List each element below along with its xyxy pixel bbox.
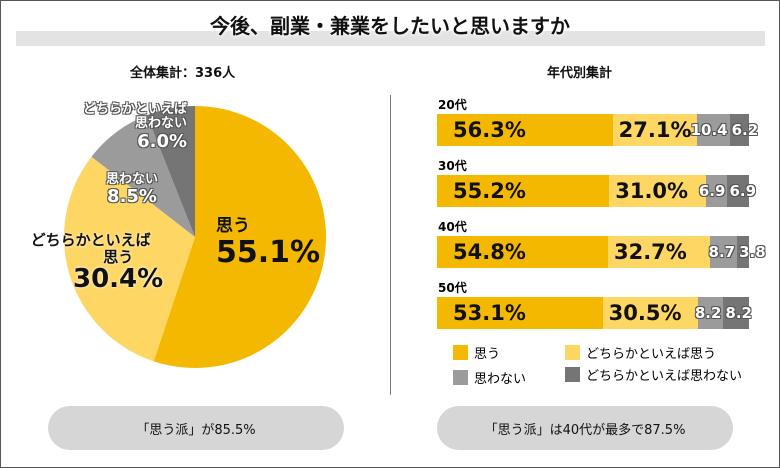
age-label: 30代: [438, 159, 467, 173]
bar-value-label: 3.8: [739, 243, 766, 261]
legend-omou: 思う: [453, 343, 500, 362]
label-name: 思う: [103, 247, 134, 266]
bar-value-label: 53.1%: [453, 301, 526, 325]
label-name: どちらかといえば: [30, 231, 151, 249]
bar-segment: 8.7: [708, 236, 738, 268]
bar-title: 年代別集計: [547, 66, 613, 81]
bar-value-label: 54.8%: [453, 240, 526, 264]
bar-segment: 10.4: [691, 114, 730, 146]
bar-segment: 31.0%: [609, 175, 706, 207]
label-name: 思う: [216, 216, 250, 236]
legend-swatch: [565, 367, 580, 382]
label-value: 55.1%: [216, 234, 321, 270]
pie-label-omou: 思う 55.1%: [216, 217, 320, 269]
pie-chart: [64, 106, 326, 368]
legend-swatch: [453, 370, 468, 385]
legend-swatch: [565, 345, 580, 360]
bar-segment: 56.3%: [437, 114, 613, 146]
bar-segment: 53.1%: [437, 297, 603, 329]
page-title: 今後、副業・兼業をしたいと思いますか: [210, 14, 570, 38]
bar-value-label: 8.2: [725, 304, 752, 322]
legend-dochira-omou: どちらかといえば思う: [565, 343, 716, 362]
pie-label-dochira-omowanai: どちらかといえば 思わない 6.0%: [62, 102, 187, 152]
bar-value-label: 27.1%: [618, 118, 692, 142]
bar-row: 56.3% 27.1% 10.4 6.2: [437, 114, 758, 146]
age-label: 40代: [438, 220, 467, 234]
legend-label: どちらかといえば思わない: [586, 369, 743, 384]
bar-value-label: 8.2: [694, 304, 722, 322]
bar-value-label: 6.9: [729, 182, 757, 200]
bar-segment: 30.5%: [602, 297, 698, 329]
summary-right: 「思う派」は40代が最多で87.5%: [437, 406, 733, 450]
bar-value-label: 30.5%: [608, 301, 682, 325]
bar-row: 54.8% 32.7% 8.7 3.8: [437, 236, 766, 268]
bar-value-label: 32.7%: [613, 240, 687, 264]
bar-segment: 6.9: [727, 175, 756, 207]
bar-value-label: 6.9: [698, 182, 726, 200]
bar-segment: 8.2: [723, 297, 752, 329]
legend-omowanai: 思わない: [453, 368, 526, 387]
summary-left: 「思う派」が85.5%: [48, 406, 344, 450]
bar-value-label: 56.3%: [453, 118, 526, 142]
label-name: 思わない: [134, 116, 187, 132]
label-name: 思わない: [106, 172, 159, 187]
bar-row: 55.2% 31.0% 6.9 6.9: [437, 175, 756, 207]
bar-value-label: 8.7: [708, 243, 736, 261]
pie-slice: [64, 156, 195, 362]
pie-slice: [153, 106, 326, 368]
bar-value-label: 55.2%: [453, 179, 526, 203]
bar-row: 53.1% 30.5% 8.2 8.2: [437, 297, 752, 329]
bar-value-label: 10.4: [690, 121, 728, 139]
bar-segment: 6.9: [699, 175, 728, 207]
legend-label: 思わない: [474, 372, 527, 387]
bar-value-label: 6.2: [731, 121, 759, 139]
label-value: 8.5%: [107, 186, 157, 208]
divider: [390, 95, 391, 395]
bar-segment: 32.7%: [607, 236, 710, 268]
bar-segment: 54.8%: [437, 236, 608, 268]
label-value: 6.0%: [137, 130, 187, 152]
bar-segment: 27.1%: [612, 114, 698, 146]
legend-label: どちらかといえば思う: [586, 347, 717, 362]
bar-segment: 6.2: [729, 114, 758, 146]
pie-label-dochira-omou: どちらかといえば 思う 30.4%: [18, 231, 164, 294]
label-value: 30.4%: [73, 264, 164, 294]
legend-dochira-omowanai: どちらかといえば思わない: [565, 365, 742, 384]
pie-slice: [146, 106, 195, 237]
pie-title: 全体集計：336人: [130, 66, 236, 81]
bar-segment: 3.8: [737, 236, 766, 268]
age-label: 20代: [438, 98, 467, 112]
legend-label: 思う: [474, 347, 501, 362]
age-label: 50代: [438, 281, 467, 295]
title-band: [16, 31, 765, 46]
bar-segment: 8.2: [695, 297, 724, 329]
bar-segment: 55.2%: [437, 175, 610, 207]
bar-value-label: 31.0%: [615, 179, 689, 203]
pie-label-omowanai: 思わない 8.5%: [106, 172, 159, 208]
label-name: どちらかといえば: [82, 102, 187, 117]
legend-swatch: [453, 345, 468, 360]
pie-slice: [91, 115, 195, 237]
